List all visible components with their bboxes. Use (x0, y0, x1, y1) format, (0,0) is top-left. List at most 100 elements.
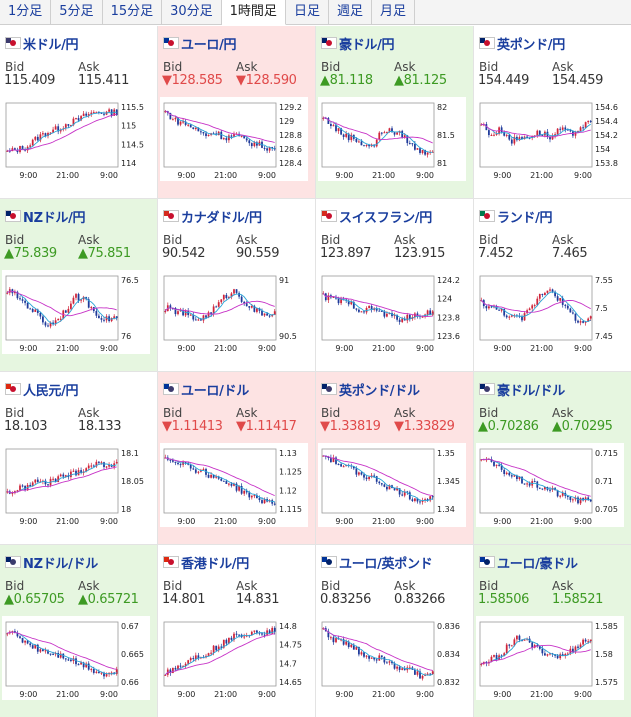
candle-body (47, 133, 49, 137)
currency-pair-link[interactable]: ランド/円 (497, 210, 553, 226)
card-title[interactable]: スイスフラン/円 (321, 207, 432, 226)
candle-body (421, 675, 424, 679)
card-title[interactable]: ランド/円 (479, 207, 553, 226)
rate-card[interactable]: 人民元/円 Bid Ask 18.103 18.133 18.1 18.05 18 9… (0, 372, 158, 545)
rate-card[interactable]: カナダドル/円 Bid Ask 90.542 90.559 91 90.5 9:00… (158, 199, 316, 372)
card-title[interactable]: 豪ドル/ドル (479, 380, 565, 399)
candlestick-chart[interactable]: 14.8 14.75 14.7 14.65 9:00 21:00 9:00 (160, 616, 308, 700)
candle-body (556, 655, 559, 659)
candlestick-chart[interactable]: 0.836 0.834 0.832 9:00 21:00 9:00 (318, 616, 466, 700)
candlestick-chart[interactable]: 1.585 1.58 1.575 9:00 21:00 9:00 (476, 616, 624, 700)
currency-pair-link[interactable]: 人民元/円 (23, 383, 79, 399)
rate-card[interactable]: ユーロ/ドル Bid Ask ▼1.11413 ▼1.11417 1.13 1.1… (158, 372, 316, 545)
bid-label: Bid (163, 233, 183, 247)
candle-body (52, 129, 54, 133)
rate-card[interactable]: スイスフラン/円 Bid Ask 123.897 123.915 124.2 12… (316, 199, 474, 372)
rate-card[interactable]: 豪ドル/ドル Bid Ask ▲0.70286 ▲0.70295 0.715 0.… (474, 372, 631, 545)
candlestick-chart[interactable]: 0.67 0.665 0.66 9:00 21:00 9:00 (2, 616, 150, 700)
card-title[interactable]: 人民元/円 (5, 380, 79, 399)
candle-body (21, 299, 24, 301)
rate-card[interactable]: ユーロ/英ポンド Bid Ask 0.83256 0.83266 0.836 0.… (316, 545, 474, 717)
card-title[interactable]: カナダドル/円 (163, 207, 262, 226)
currency-pair-link[interactable]: ユーロ/ドル (181, 383, 249, 399)
tab-timeframe-2[interactable]: 15分足 (103, 0, 163, 25)
card-title[interactable]: 米ドル/円 (5, 34, 79, 53)
card-title[interactable]: 豪ドル/円 (321, 34, 395, 53)
candlestick-chart[interactable]: 1.13 1.125 1.12 1.115 9:00 21:00 9:00 (160, 443, 308, 527)
currency-pair-link[interactable]: ユーロ/円 (181, 37, 237, 53)
currency-pair-link[interactable]: 英ポンド/ドル (339, 383, 420, 399)
rate-card[interactable]: ユーロ/豪ドル Bid Ask 1.58506 1.58521 1.585 1.5… (474, 545, 631, 717)
x-tick-label: 9:00 (258, 171, 276, 180)
tab-timeframe-1[interactable]: 5分足 (51, 0, 103, 25)
rate-card[interactable]: NZドル/ドル Bid Ask ▲0.65705 ▲0.65721 0.67 0.… (0, 545, 158, 717)
card-title[interactable]: ユーロ/円 (163, 34, 237, 53)
currency-pair-link[interactable]: NZドル/円 (23, 210, 86, 226)
candle-body (266, 313, 268, 316)
currency-pair-link[interactable]: 米ドル/円 (23, 37, 79, 53)
currency-pair-link[interactable]: 豪ドル/円 (339, 37, 395, 53)
rate-card[interactable]: 英ポンド/円 Bid Ask 154.449 154.459 154.6 154.… (474, 26, 631, 199)
tab-timeframe-7[interactable]: 月足 (372, 0, 415, 25)
candlestick-chart[interactable]: 154.6 154.4 154.2 154 153.8 9:00 21:00 9:00 (476, 97, 624, 181)
candle-body (561, 127, 564, 130)
candlestick-chart[interactable]: 82 81.5 81 9:00 21:00 9:00 (318, 97, 466, 181)
currency-pair-link[interactable]: スイスフラン/円 (339, 210, 432, 226)
card-title[interactable]: ユーロ/豪ドル (479, 553, 578, 572)
candlestick-chart[interactable]: 1.35 1.345 1.34 9:00 21:00 9:00 (318, 443, 466, 527)
rate-card[interactable]: 豪ドル/円 Bid Ask ▲81.118 ▲81.125 82 81.5 81 9:… (316, 26, 474, 199)
currency-pair-link[interactable]: ユーロ/英ポンド (339, 556, 433, 572)
y-tick-label: 123.6 (437, 332, 460, 341)
currency-pair-link[interactable]: NZドル/ドル (23, 556, 98, 572)
card-title[interactable]: NZドル/ドル (5, 553, 98, 572)
bid-value: ▲0.70286 (478, 419, 539, 434)
tab-timeframe-5[interactable]: 日足 (286, 0, 329, 25)
tab-timeframe-4[interactable]: 1時間足 (221, 0, 286, 25)
candlestick-chart[interactable]: 0.715 0.71 0.705 9:00 21:00 9:00 (476, 443, 624, 527)
candlestick-chart[interactable]: 91 90.5 9:00 21:00 9:00 (160, 270, 308, 354)
currency-pair-link[interactable]: 豪ドル/ドル (497, 383, 565, 399)
rate-card[interactable]: ランド/円 Bid Ask 7.452 7.465 7.55 7.5 7.45 9:0… (474, 199, 631, 372)
rate-card[interactable]: 香港ドル/円 Bid Ask 14.801 14.831 14.8 14.75 14… (158, 545, 316, 717)
card-title[interactable]: 香港ドル/円 (163, 553, 249, 572)
currency-pair-link[interactable]: 英ポンド/円 (497, 37, 565, 53)
card-title[interactable]: ユーロ/英ポンド (321, 553, 433, 572)
candle-body (238, 485, 240, 491)
tab-timeframe-0[interactable]: 1分足 (0, 0, 52, 25)
rate-card[interactable]: 米ドル/円 Bid Ask 115.409 115.411 115.5 115 11… (0, 26, 158, 199)
currency-flag-icon (5, 37, 21, 49)
candle-body (419, 671, 421, 679)
candle-body (327, 295, 330, 301)
candle-body (342, 639, 345, 645)
card-title[interactable]: ユーロ/ドル (163, 380, 249, 399)
ask-value: ▲75.851 (78, 246, 131, 261)
currency-pair-link[interactable]: 香港ドル/円 (181, 556, 249, 572)
tab-timeframe-6[interactable]: 週足 (329, 0, 372, 25)
candle-body (72, 470, 75, 472)
candle-body (480, 124, 483, 126)
ma-fast-line (165, 457, 275, 503)
candle-body (396, 488, 398, 491)
card-title[interactable]: 英ポンド/ドル (321, 380, 420, 399)
rate-card[interactable]: ユーロ/円 Bid Ask ▼128.585 ▼128.590 129.2 129… (158, 26, 316, 199)
candle-body (19, 636, 21, 638)
candle-body (579, 321, 582, 323)
currency-pair-link[interactable]: カナダドル/円 (181, 210, 262, 226)
candle-body (230, 637, 233, 640)
candlestick-chart[interactable]: 129.2 129 128.8 128.6 128.4 9:00 21:00 9:00 (160, 97, 308, 181)
tab-timeframe-3[interactable]: 30分足 (162, 0, 222, 25)
candle-body (174, 667, 177, 670)
candlestick-chart[interactable]: 18.1 18.05 18 9:00 21:00 9:00 (2, 443, 150, 527)
candle-body (64, 475, 67, 477)
candle-body (577, 497, 579, 504)
card-title[interactable]: 英ポンド/円 (479, 34, 565, 53)
candlestick-chart[interactable]: 115.5 115 114.5 114 9:00 21:00 9:00 (2, 97, 150, 181)
candlestick-chart[interactable]: 7.55 7.5 7.45 9:00 21:00 9:00 (476, 270, 624, 354)
rate-card[interactable]: NZドル/円 Bid Ask ▲75.839 ▲75.851 76.5 76 9:0… (0, 199, 158, 372)
rate-card[interactable]: 英ポンド/ドル Bid Ask ▼1.33819 ▼1.33829 1.35 1.… (316, 372, 474, 545)
candle-body (258, 308, 261, 311)
currency-pair-link[interactable]: ユーロ/豪ドル (497, 556, 578, 572)
card-title[interactable]: NZドル/円 (5, 207, 86, 226)
candlestick-chart[interactable]: 124.2 124 123.8 123.6 9:00 21:00 9:00 (318, 270, 466, 354)
candlestick-chart[interactable]: 76.5 76 9:00 21:00 9:00 (2, 270, 150, 354)
